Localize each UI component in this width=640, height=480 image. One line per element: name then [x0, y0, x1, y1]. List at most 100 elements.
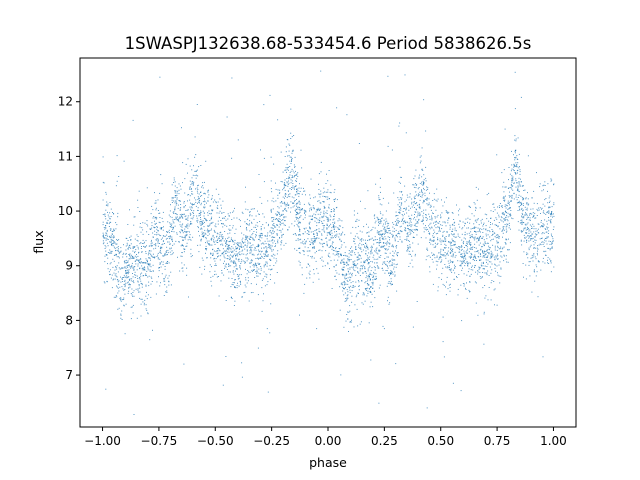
data-point — [334, 275, 336, 277]
data-point — [364, 208, 366, 210]
data-point — [230, 229, 232, 231]
data-point — [305, 210, 307, 212]
data-point — [150, 259, 151, 261]
data-point — [444, 237, 446, 239]
data-point — [386, 256, 388, 258]
data-point — [238, 260, 240, 262]
data-point — [507, 249, 509, 251]
data-point — [182, 236, 184, 238]
data-point — [522, 185, 524, 187]
data-point — [223, 240, 225, 242]
data-point — [185, 215, 187, 217]
data-point — [469, 206, 471, 208]
data-point — [337, 220, 339, 222]
data-point — [131, 262, 133, 264]
data-point — [329, 256, 331, 258]
data-point — [105, 246, 107, 248]
data-point — [288, 180, 289, 182]
data-point — [206, 202, 207, 204]
data-point — [315, 229, 317, 231]
data-point — [318, 183, 319, 185]
data-point — [104, 213, 106, 215]
data-point — [444, 222, 446, 224]
data-point — [472, 256, 474, 258]
data-point — [551, 235, 552, 237]
data-point — [448, 217, 450, 219]
data-point — [234, 279, 236, 281]
data-point — [130, 293, 132, 294]
data-point — [490, 210, 492, 212]
data-point — [113, 296, 115, 298]
data-point — [351, 266, 353, 268]
data-point — [308, 250, 310, 252]
data-point — [316, 210, 318, 212]
data-point — [354, 285, 356, 287]
data-point — [401, 241, 403, 243]
data-point — [517, 185, 519, 187]
data-point — [458, 223, 460, 225]
data-point — [462, 256, 464, 258]
data-point — [105, 234, 107, 236]
data-point — [314, 230, 316, 232]
data-point — [276, 233, 278, 235]
data-point — [118, 262, 120, 264]
data-point — [137, 280, 139, 282]
data-point — [177, 256, 178, 258]
data-point — [326, 227, 328, 229]
data-point — [267, 200, 269, 202]
data-point — [107, 203, 109, 205]
data-point — [503, 199, 505, 201]
data-point — [166, 292, 168, 293]
data-point — [109, 221, 111, 223]
data-point — [526, 254, 527, 256]
data-point — [316, 232, 318, 234]
data-point — [253, 249, 255, 251]
data-point — [247, 241, 249, 243]
data-point — [266, 248, 268, 250]
data-point — [411, 214, 413, 216]
data-point — [274, 236, 276, 238]
data-point — [442, 241, 444, 243]
data-point — [311, 239, 313, 241]
data-point — [497, 258, 499, 260]
data-point — [344, 234, 346, 236]
data-point — [112, 279, 114, 281]
data-point — [102, 214, 104, 215]
data-point — [354, 264, 356, 266]
data-point — [237, 275, 239, 277]
data-point — [438, 222, 440, 224]
data-point — [236, 244, 238, 246]
data-point — [408, 209, 410, 211]
data-point — [408, 222, 410, 224]
data-point — [475, 258, 477, 259]
data-point — [429, 238, 431, 240]
data-point — [214, 231, 216, 233]
data-point — [386, 220, 388, 222]
data-point — [465, 258, 467, 260]
data-point — [449, 287, 451, 288]
data-point — [369, 272, 371, 274]
data-point — [334, 231, 336, 233]
data-point — [289, 144, 291, 146]
data-point — [204, 204, 206, 206]
data-point — [382, 237, 384, 239]
data-point — [467, 243, 469, 245]
data-point — [168, 280, 170, 282]
data-point — [290, 207, 292, 209]
data-point — [177, 219, 179, 221]
data-point — [157, 257, 159, 259]
data-point — [326, 198, 328, 200]
data-point — [550, 260, 552, 262]
data-point — [518, 167, 520, 169]
data-point — [410, 207, 411, 209]
data-point — [335, 270, 337, 272]
data-point — [298, 193, 300, 195]
data-point — [145, 273, 147, 275]
data-point — [136, 258, 138, 260]
data-point — [487, 263, 489, 265]
data-point — [145, 274, 147, 276]
data-point — [492, 234, 494, 235]
data-point — [348, 271, 349, 273]
data-point — [347, 259, 349, 261]
data-point — [150, 266, 152, 268]
